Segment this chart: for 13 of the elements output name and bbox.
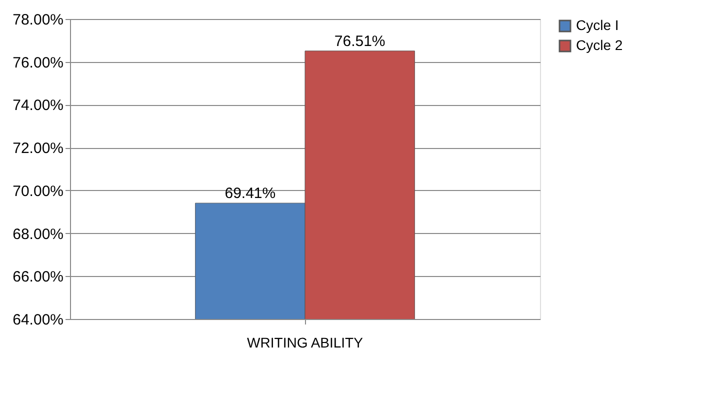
y-tick-label: 64.00% [12,312,64,328]
y-tick-label: 70.00% [12,182,64,200]
data-label: 69.41% [224,185,276,202]
y-tick-label: 72.00% [12,140,64,158]
x-tick-label: WRITING ABILITY [247,334,364,350]
y-tick-label: 78.00% [12,12,64,28]
y-tick-label: 76.00% [12,54,64,72]
legend-label: Cycle I [576,17,619,33]
y-tick-label: 68.00% [12,226,64,243]
legend-label: Cycle 2 [576,37,623,53]
y-tick-label: 74.00% [12,97,64,114]
y-tick-label: 66.00% [12,268,64,286]
data-label: 76.51% [334,32,386,50]
